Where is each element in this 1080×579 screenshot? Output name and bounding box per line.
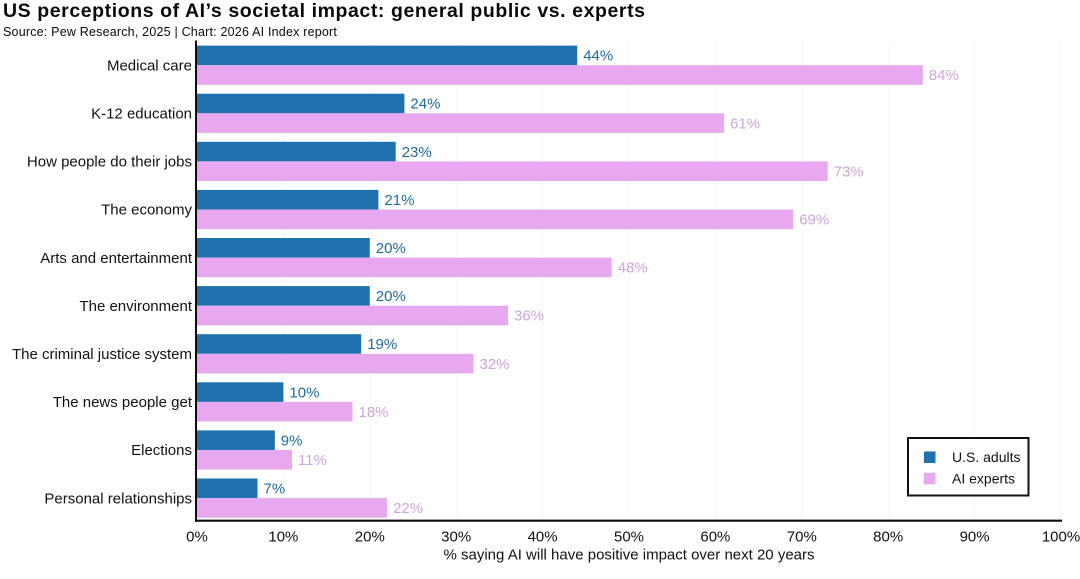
svg-text:The news people get: The news people get bbox=[53, 394, 193, 411]
svg-text:Personal relationships: Personal relationships bbox=[44, 490, 192, 507]
svg-text:The criminal justice system: The criminal justice system bbox=[12, 346, 192, 363]
svg-text:7%: 7% bbox=[264, 481, 286, 498]
svg-text:AI experts: AI experts bbox=[952, 470, 1015, 486]
svg-text:19%: 19% bbox=[367, 336, 397, 353]
svg-text:23%: 23% bbox=[402, 144, 432, 161]
svg-text:21%: 21% bbox=[384, 192, 414, 209]
svg-text:84%: 84% bbox=[929, 67, 959, 84]
svg-text:48%: 48% bbox=[618, 260, 648, 277]
svg-text:20%: 20% bbox=[376, 288, 406, 305]
svg-text:80%: 80% bbox=[873, 529, 903, 546]
svg-text:% saying AI will have positive: % saying AI will have positive impact ov… bbox=[443, 547, 814, 564]
svg-text:10%: 10% bbox=[268, 529, 298, 546]
svg-text:32%: 32% bbox=[480, 356, 510, 373]
svg-text:Medical care: Medical care bbox=[107, 57, 192, 74]
svg-text:24%: 24% bbox=[410, 96, 440, 113]
svg-text:Arts and entertainment: Arts and entertainment bbox=[40, 250, 193, 267]
svg-text:9%: 9% bbox=[281, 432, 303, 449]
svg-text:US perceptions of AI’s societa: US perceptions of AI’s societal impact: … bbox=[3, 0, 646, 22]
svg-text:How people do their jobs: How people do their jobs bbox=[27, 154, 192, 171]
svg-text:61%: 61% bbox=[730, 115, 760, 132]
svg-text:90%: 90% bbox=[960, 529, 990, 546]
svg-text:The environment: The environment bbox=[79, 298, 192, 315]
svg-text:30%: 30% bbox=[441, 529, 471, 546]
svg-text:U.S. adults: U.S. adults bbox=[952, 449, 1020, 465]
svg-text:40%: 40% bbox=[528, 529, 558, 546]
svg-text:60%: 60% bbox=[700, 529, 730, 546]
svg-text:22%: 22% bbox=[393, 500, 423, 517]
svg-text:0%: 0% bbox=[186, 529, 208, 546]
svg-text:69%: 69% bbox=[799, 212, 829, 229]
svg-text:11%: 11% bbox=[298, 452, 327, 469]
svg-text:Elections: Elections bbox=[131, 442, 192, 459]
svg-text:50%: 50% bbox=[614, 529, 644, 546]
svg-text:20%: 20% bbox=[355, 529, 385, 546]
svg-text:Source: Pew Research, 2025 | C: Source: Pew Research, 2025 | Chart: 2026… bbox=[3, 25, 337, 39]
svg-text:44%: 44% bbox=[583, 48, 613, 65]
svg-text:18%: 18% bbox=[359, 404, 389, 421]
svg-text:70%: 70% bbox=[787, 529, 817, 546]
svg-text:20%: 20% bbox=[376, 240, 406, 257]
svg-text:10%: 10% bbox=[289, 384, 319, 401]
svg-text:100%: 100% bbox=[1042, 529, 1080, 546]
svg-text:73%: 73% bbox=[834, 163, 864, 180]
svg-text:The economy: The economy bbox=[101, 202, 192, 219]
svg-text:K-12 education: K-12 education bbox=[91, 106, 192, 123]
svg-text:36%: 36% bbox=[514, 308, 544, 325]
